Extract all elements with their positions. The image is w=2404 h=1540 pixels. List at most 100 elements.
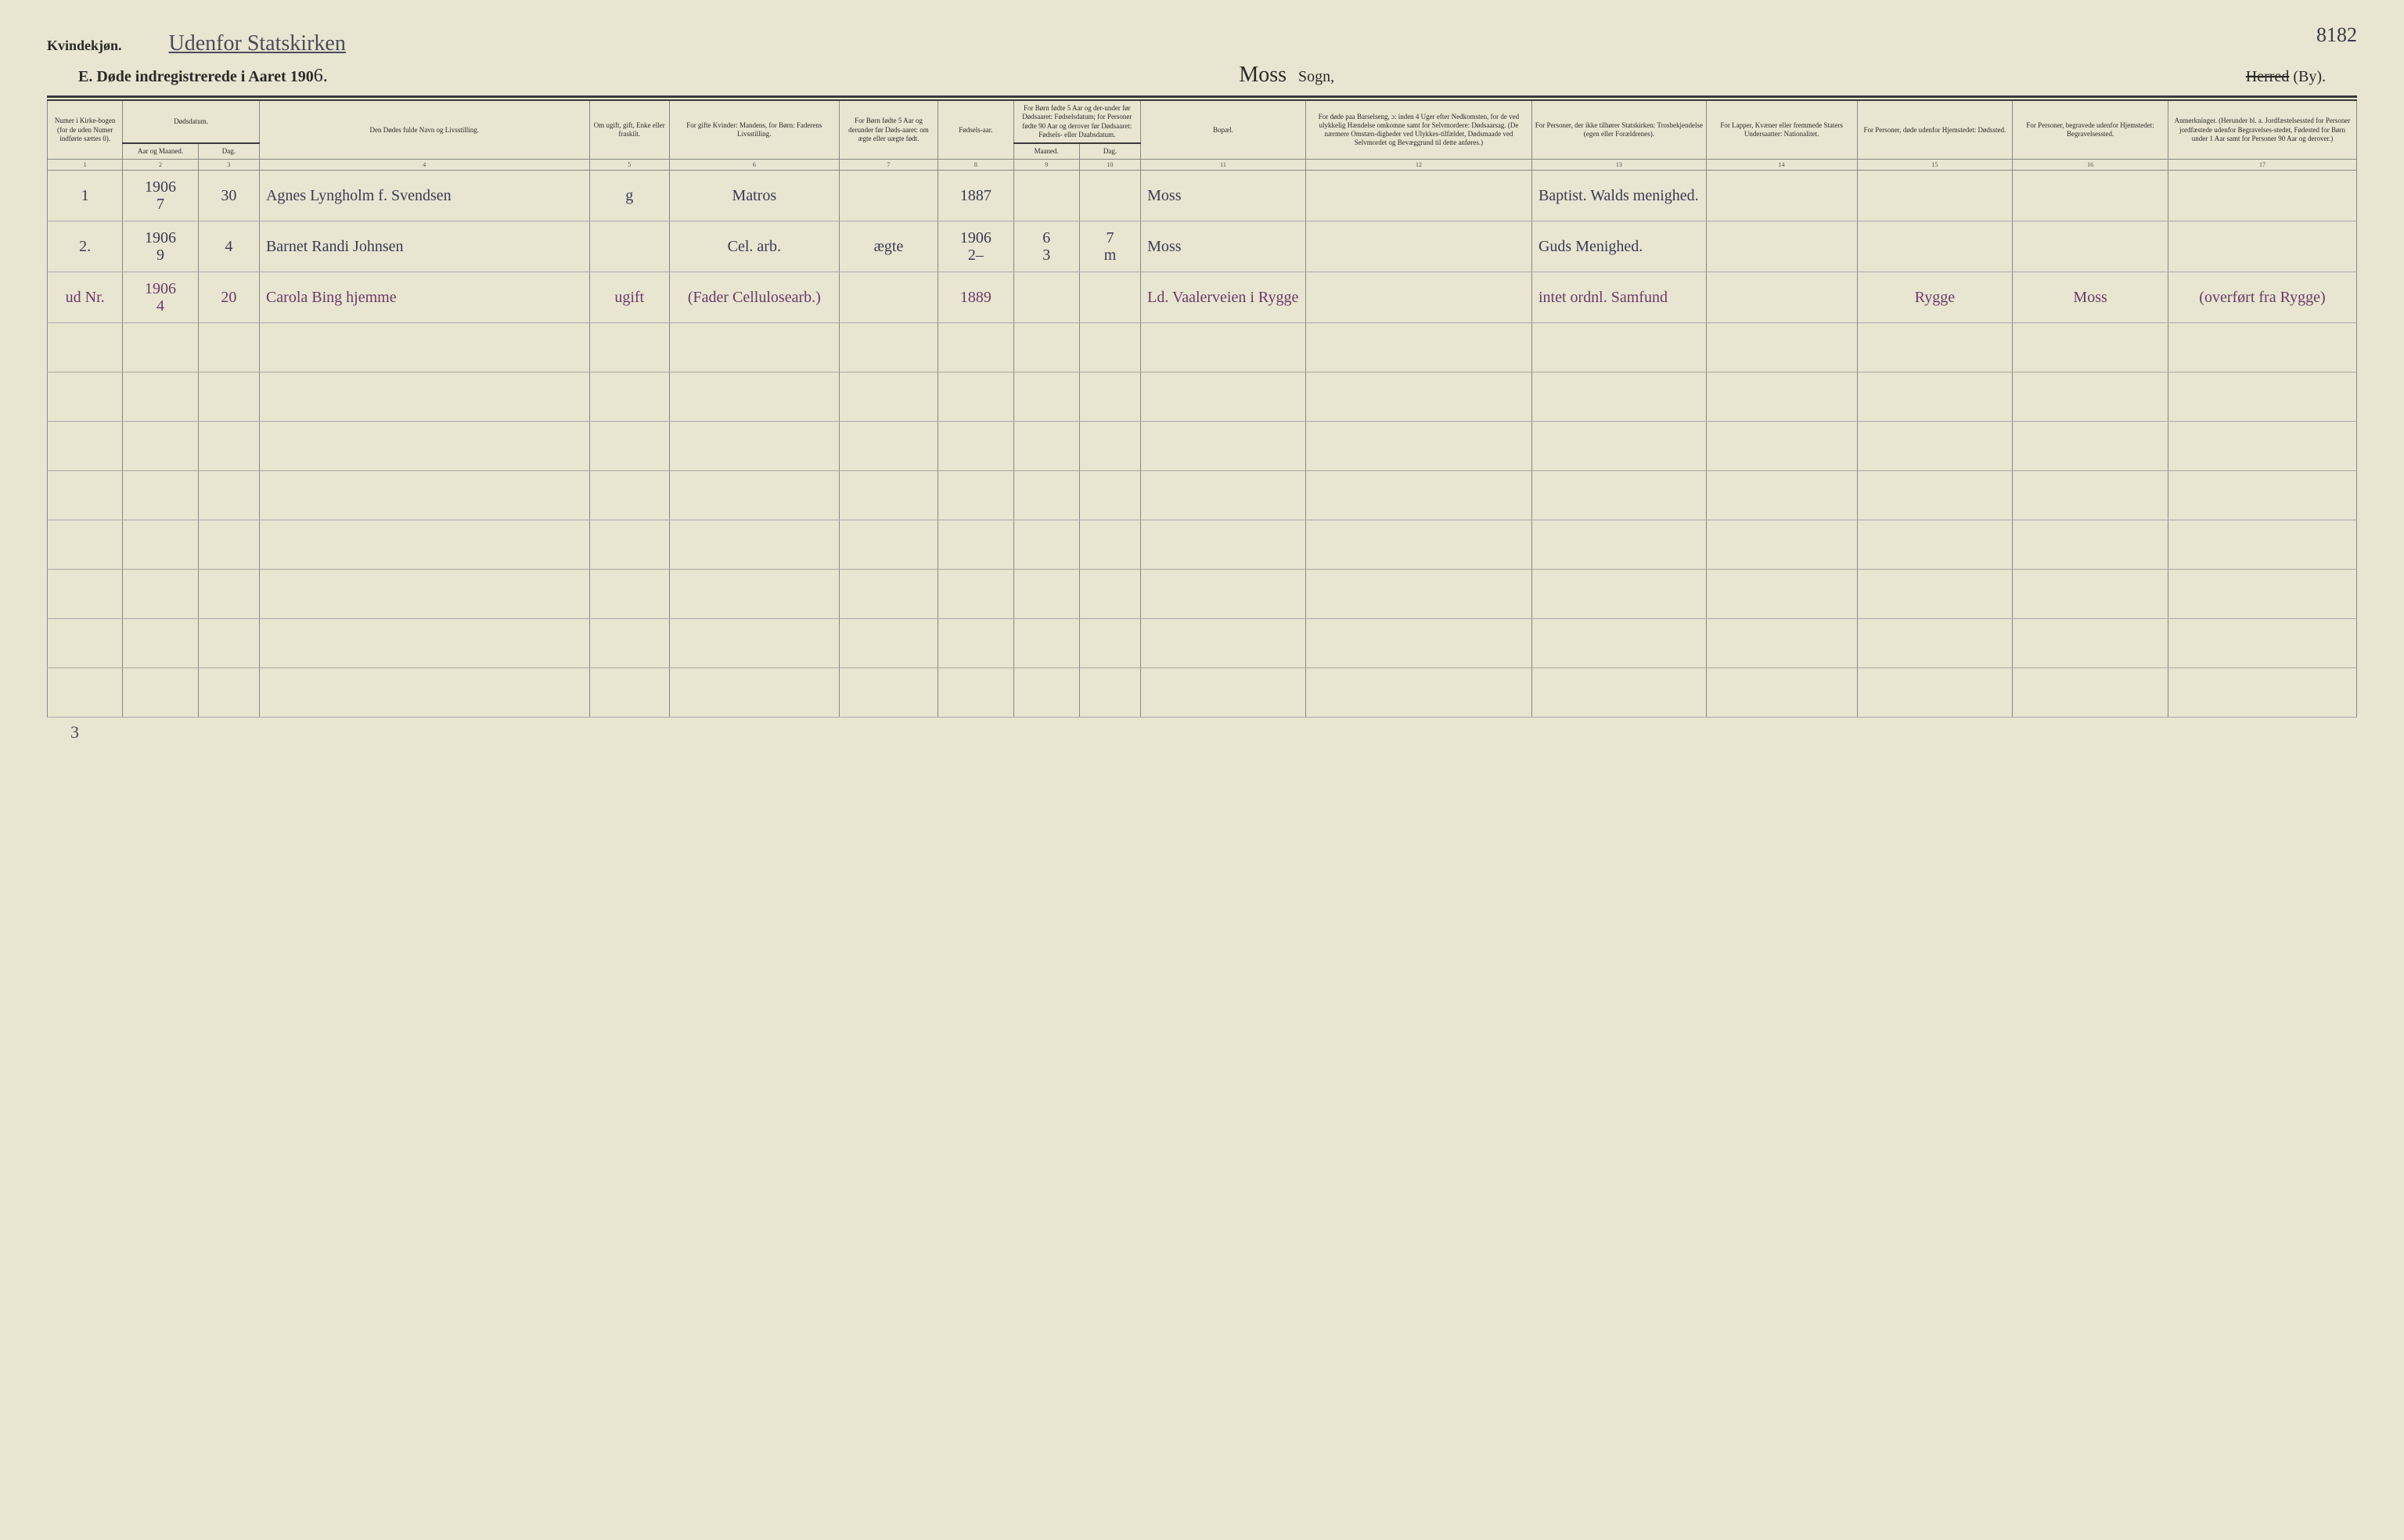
table-row: 1 19067 30 Agnes Lyngholm f. Svendsen g … — [48, 171, 2357, 221]
cell-year-month: 19067 — [123, 171, 198, 221]
col-6-header: For gifte Kvinder: Mandens, for Børn: Fa… — [669, 100, 839, 160]
cell-num: 1 — [48, 171, 123, 221]
page-number: 8182 — [2316, 23, 2357, 47]
cell-burial-place — [2013, 221, 2168, 272]
cell-legit — [839, 272, 937, 323]
cell-faith: Guds Menighed. — [1531, 221, 1706, 272]
cell-cause — [1305, 171, 1531, 221]
colnum: 4 — [259, 160, 589, 171]
cell-bd — [1079, 272, 1140, 323]
cell-remarks: (overført fra Rygge) — [2168, 272, 2356, 323]
cell-residence: Moss — [1141, 221, 1306, 272]
col-7-header: For Børn fødte 5 Aar og derunder før Død… — [839, 100, 937, 160]
cell-birth-year: 1889 — [938, 272, 1013, 323]
top-row: Kvindekjøn. Udenfor Statskirken 8182 — [47, 31, 2357, 56]
data-body: 1 19067 30 Agnes Lyngholm f. Svendsen g … — [48, 171, 2357, 323]
cell-name: Carola Bing hjemme — [259, 272, 589, 323]
cell-nat — [1706, 272, 1857, 323]
cell-occupation: Cel. arb. — [669, 221, 839, 272]
tally-mark: 3 — [47, 718, 2357, 743]
cell-birth-year: 1887 — [938, 171, 1013, 221]
col-13-header: For Personer, der ikke tilhører Statskir… — [1531, 100, 1706, 160]
cell-status — [589, 221, 669, 272]
colnum: 5 — [589, 160, 669, 171]
cell-bm — [1013, 272, 1079, 323]
column-numbers-row: 1 2 3 4 5 6 7 8 9 10 11 12 13 14 15 16 1… — [48, 160, 2357, 171]
cell-day: 20 — [198, 272, 259, 323]
top-rule — [47, 95, 2357, 98]
colnum: 16 — [2013, 160, 2168, 171]
cell-burial-place: Moss — [2013, 272, 2168, 323]
col-4-header: Den Dødes fulde Navn og Livsstilling. — [259, 100, 589, 160]
colnum: 9 — [1013, 160, 1079, 171]
cell-bd: 7m — [1079, 221, 1140, 272]
colnum: 14 — [1706, 160, 1857, 171]
empty-rows — [48, 323, 2357, 718]
col-12-header: For døde paa Barselseng, ɔ: inden 4 Uger… — [1305, 100, 1531, 160]
cell-bd — [1079, 171, 1140, 221]
col-9b-header: Dag. — [1079, 143, 1140, 160]
cell-death-place: Rygge — [1857, 272, 2013, 323]
cell-occupation: Matros — [669, 171, 839, 221]
cell-status: g — [589, 171, 669, 221]
cell-legit: ægte — [839, 221, 937, 272]
col-9-top-header: For Børn fødte 5 Aar og der-under før Dø… — [1013, 100, 1141, 143]
cell-cause — [1305, 221, 1531, 272]
colnum: 3 — [198, 160, 259, 171]
colnum: 15 — [1857, 160, 2013, 171]
cell-year-month: 19064 — [123, 272, 198, 323]
district-heading: Herred (By). — [2246, 68, 2326, 86]
cell-occupation: (Fader Cellulosearb.) — [669, 272, 839, 323]
empty-row — [48, 668, 2357, 718]
register-page: Kvindekjøn. Udenfor Statskirken 8182 E. … — [47, 31, 2357, 743]
col-9a-header: Maaned. — [1013, 143, 1079, 160]
col-1-header: Numer i Kirke-bogen (for de uden Numer i… — [48, 100, 123, 160]
cell-residence: Moss — [1141, 171, 1306, 221]
cell-day: 30 — [198, 171, 259, 221]
heading-year-suffix: 6. — [314, 66, 328, 86]
col-2b-header: Dag. — [198, 143, 259, 160]
empty-row — [48, 372, 2357, 422]
empty-row — [48, 619, 2357, 668]
colnum: 12 — [1305, 160, 1531, 171]
col-2a-header: Aar og Maaned. — [123, 143, 198, 160]
cell-year-month: 19069 — [123, 221, 198, 272]
by-label: (By). — [2293, 68, 2326, 85]
colnum: 2 — [123, 160, 198, 171]
col-16-header: For Personer, begravede udenfor Hjemsted… — [2013, 100, 2168, 160]
parish-name: Moss — [1239, 63, 1287, 87]
col-17-header: Anmerkninger. (Herunder bl. a. Jordfæste… — [2168, 100, 2356, 160]
colnum: 8 — [938, 160, 1013, 171]
col-2-top-header: Dødsdatum. — [123, 100, 260, 143]
cell-cause — [1305, 272, 1531, 323]
empty-row — [48, 520, 2357, 570]
empty-row — [48, 323, 2357, 372]
register-table: Numer i Kirke-bogen (for de uden Numer i… — [47, 99, 2357, 718]
main-heading: E. Døde indregistrerede i Aaret 1906. — [78, 66, 328, 87]
cell-bm: 63 — [1013, 221, 1079, 272]
heading-prefix: E. Døde indregistrerede i Aaret 190 — [78, 68, 314, 85]
colnum: 13 — [1531, 160, 1706, 171]
col-15-header: For Personer, døde udenfor Hjemstedet: D… — [1857, 100, 2013, 160]
table-row: ud Nr. 19064 20 Carola Bing hjemme ugift… — [48, 272, 2357, 323]
table-head: Numer i Kirke-bogen (for de uden Numer i… — [48, 100, 2357, 171]
gender-label: Kvindekjøn. — [47, 38, 122, 54]
cell-nat — [1706, 221, 1857, 272]
handwritten-category: Udenfor Statskirken — [169, 31, 346, 56]
col-8-header: Fødsels-aar. — [938, 100, 1013, 160]
empty-row — [48, 422, 2357, 471]
table-row: 2. 19069 4 Barnet Randi Johnsen Cel. arb… — [48, 221, 2357, 272]
cell-faith: Baptist. Walds menighed. — [1531, 171, 1706, 221]
col-14-header: For Lapper, Kvæner eller fremmede Stater… — [1706, 100, 1857, 160]
cell-status: ugift — [589, 272, 669, 323]
cell-legit — [839, 171, 937, 221]
cell-day: 4 — [198, 221, 259, 272]
cell-name: Agnes Lyngholm f. Svendsen — [259, 171, 589, 221]
cell-burial-place — [2013, 171, 2168, 221]
col-11-header: Bopæl. — [1141, 100, 1306, 160]
cell-death-place — [1857, 171, 2013, 221]
cell-residence: Ld. Vaalerveien i Rygge — [1141, 272, 1306, 323]
colnum: 10 — [1079, 160, 1140, 171]
col-5-header: Om ugift, gift, Enke eller fraskilt. — [589, 100, 669, 160]
cell-birth-year: 19062– — [938, 221, 1013, 272]
